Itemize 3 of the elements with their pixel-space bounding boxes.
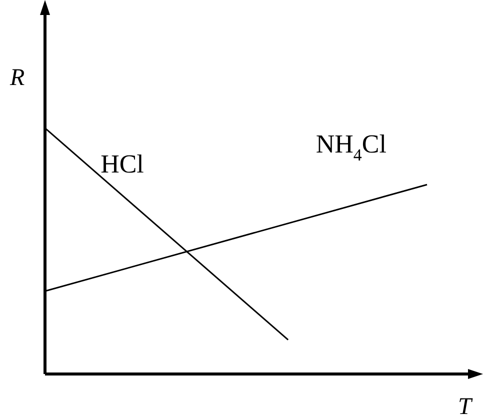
x-axis-title: T — [458, 394, 473, 420]
series-label: HCl — [100, 149, 144, 178]
y-axis-title: R — [9, 65, 25, 91]
